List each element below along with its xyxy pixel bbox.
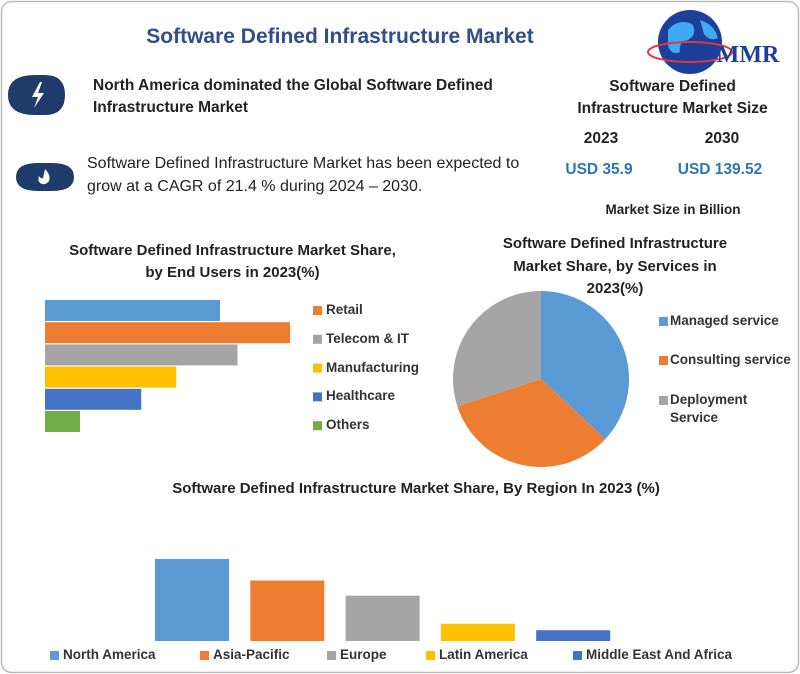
pie-slice bbox=[457, 379, 606, 467]
legend-label: Retail bbox=[326, 302, 363, 317]
pie-slice bbox=[541, 291, 629, 440]
bar bbox=[45, 366, 177, 388]
legend-label: North America bbox=[63, 647, 156, 662]
market-size-title: Software Defined Infrastructure Market S… bbox=[577, 78, 768, 118]
icon-flame bbox=[16, 163, 74, 191]
icon-bolt bbox=[8, 75, 65, 115]
legend-swatch bbox=[426, 651, 435, 660]
legend-swatch bbox=[313, 392, 322, 402]
bar bbox=[45, 344, 238, 366]
bar bbox=[45, 411, 80, 432]
bar bbox=[155, 558, 229, 641]
legend-label: Managed service bbox=[670, 313, 779, 328]
legend-swatch bbox=[659, 317, 668, 326]
bar bbox=[536, 630, 611, 641]
legend-label: Latin America bbox=[439, 647, 528, 662]
legend-swatch bbox=[313, 306, 322, 315]
year: 2030 bbox=[704, 130, 740, 147]
legend-swatch bbox=[327, 651, 336, 660]
legend-swatch bbox=[313, 421, 322, 431]
legend-swatch bbox=[313, 334, 322, 344]
year: 2023 bbox=[583, 130, 619, 147]
bar bbox=[45, 388, 142, 410]
legend-swatch bbox=[659, 356, 668, 365]
legend-label: Consulting service bbox=[670, 352, 791, 367]
market-value: USD 35.9 bbox=[565, 161, 633, 178]
pie-slice bbox=[453, 291, 541, 407]
bar bbox=[440, 623, 515, 641]
legend-swatch bbox=[573, 651, 582, 660]
legend-swatch bbox=[50, 651, 59, 660]
chart-title: Software Defined Infrastructure Market S… bbox=[69, 242, 396, 281]
legend-label: Healthcare bbox=[326, 388, 396, 404]
bar bbox=[45, 322, 290, 344]
legend-label: Asia-Pacific bbox=[213, 647, 290, 662]
legend-swatch bbox=[313, 363, 322, 373]
chart-title: Software Defined Infrastructure Market S… bbox=[172, 480, 660, 497]
legend-label: Deployment Service bbox=[670, 392, 748, 426]
legend-label: Europe bbox=[340, 647, 387, 662]
bar bbox=[345, 595, 420, 641]
highlight: North America dominated the Global Softw… bbox=[93, 77, 493, 116]
market-value: USD 139.52 bbox=[677, 161, 763, 178]
legend-swatch bbox=[200, 651, 209, 660]
bar bbox=[45, 300, 220, 321]
logo-globe bbox=[647, 10, 733, 74]
legend-label: Middle East And Africa bbox=[586, 647, 733, 662]
legend-swatch bbox=[659, 396, 668, 405]
page-title: Software Defined Infrastructure Market bbox=[146, 25, 534, 48]
legend-label: Manufacturing bbox=[326, 359, 419, 375]
legend-label: Others bbox=[326, 417, 370, 433]
market-size-note: Market Size in Billion bbox=[605, 202, 741, 217]
legend-label: Telecom & IT bbox=[326, 330, 410, 346]
chart-title: Software Defined Infrastructure Market S… bbox=[502, 235, 728, 297]
bar bbox=[250, 580, 325, 641]
highlight: Software Defined Infrastructure Market h… bbox=[87, 155, 520, 195]
logo-text: MMR bbox=[717, 42, 780, 68]
